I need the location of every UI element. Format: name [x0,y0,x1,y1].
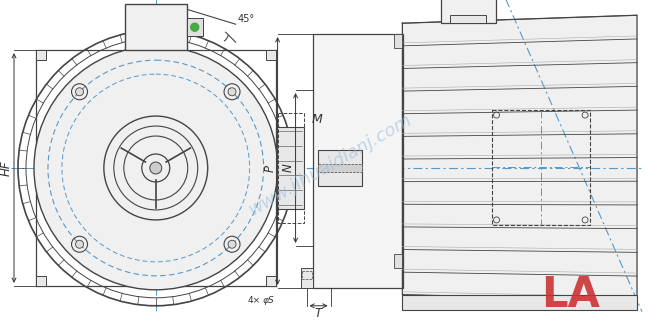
Bar [36,50,46,60]
Text: N: N [282,164,295,172]
Circle shape [75,88,84,96]
Bar [266,50,276,60]
Bar [187,18,203,36]
Bar [300,268,313,288]
Bar [318,150,363,186]
Circle shape [150,162,162,174]
Text: M: M [311,113,322,126]
Bar [491,110,590,225]
Bar [302,271,311,279]
Text: 45°: 45° [238,14,255,24]
Text: LA: LA [541,274,599,316]
Circle shape [190,23,199,31]
Bar [441,0,495,23]
Text: www.jihuaidianj.com: www.jihuaidianj.com [246,111,415,219]
Bar [36,276,46,286]
Circle shape [34,46,278,290]
Bar [266,276,276,286]
Bar [318,164,363,172]
Text: φS: φS [263,296,274,305]
Bar [395,34,402,48]
Bar [402,295,637,310]
Bar [276,127,304,209]
Circle shape [228,88,236,96]
Polygon shape [402,15,637,300]
Bar [450,15,486,23]
Bar [125,4,187,50]
Text: HF: HF [0,160,12,176]
Bar [313,34,404,288]
Bar [278,113,304,223]
Circle shape [228,240,236,248]
Text: T: T [315,307,322,320]
Text: P: P [264,164,277,171]
Bar [395,254,402,268]
Text: 4×: 4× [248,296,261,305]
Circle shape [75,240,84,248]
